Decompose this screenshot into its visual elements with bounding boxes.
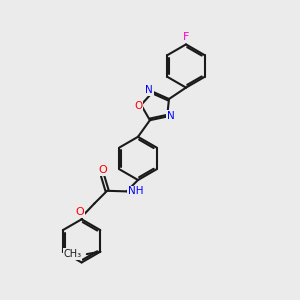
Text: NH: NH [128,186,143,197]
Text: N: N [167,111,175,121]
Text: O: O [134,101,142,111]
Text: F: F [183,32,189,42]
Text: O: O [98,165,107,176]
Text: N: N [146,85,153,95]
Text: CH₃: CH₃ [63,249,81,259]
Text: O: O [76,207,85,218]
